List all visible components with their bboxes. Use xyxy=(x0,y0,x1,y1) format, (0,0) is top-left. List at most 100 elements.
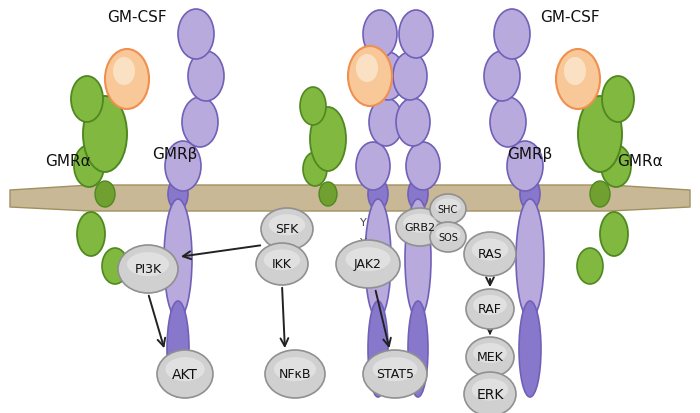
Ellipse shape xyxy=(336,240,400,288)
Ellipse shape xyxy=(577,248,603,284)
Ellipse shape xyxy=(95,182,115,207)
Ellipse shape xyxy=(464,233,516,276)
Ellipse shape xyxy=(319,183,337,206)
Ellipse shape xyxy=(590,182,610,207)
Text: Y: Y xyxy=(360,218,366,228)
Text: RAF: RAF xyxy=(478,303,502,316)
Ellipse shape xyxy=(356,55,378,83)
Ellipse shape xyxy=(310,108,346,171)
Ellipse shape xyxy=(165,142,201,192)
Ellipse shape xyxy=(490,98,526,147)
Text: RAS: RAS xyxy=(477,248,503,261)
Text: GRB2: GRB2 xyxy=(405,223,435,233)
Ellipse shape xyxy=(77,212,105,256)
Text: GM-CSF: GM-CSF xyxy=(540,10,600,26)
Ellipse shape xyxy=(300,88,326,126)
Text: GMRβ: GMRβ xyxy=(508,147,553,162)
Ellipse shape xyxy=(188,52,224,102)
Ellipse shape xyxy=(274,357,316,381)
Ellipse shape xyxy=(157,350,213,398)
Ellipse shape xyxy=(484,52,520,102)
Text: SHC: SHC xyxy=(438,204,458,214)
Ellipse shape xyxy=(74,146,104,188)
Ellipse shape xyxy=(167,301,189,397)
Ellipse shape xyxy=(520,178,540,211)
Text: ERK: ERK xyxy=(476,387,504,401)
Ellipse shape xyxy=(346,248,391,271)
Ellipse shape xyxy=(578,97,622,173)
Text: JAK2: JAK2 xyxy=(354,258,382,271)
Ellipse shape xyxy=(473,343,507,363)
Ellipse shape xyxy=(464,372,516,413)
Ellipse shape xyxy=(178,10,214,60)
Ellipse shape xyxy=(265,350,325,398)
Ellipse shape xyxy=(408,301,428,397)
Ellipse shape xyxy=(356,142,390,190)
Ellipse shape xyxy=(348,47,392,107)
Ellipse shape xyxy=(430,223,466,252)
Text: AKT: AKT xyxy=(172,367,198,381)
Ellipse shape xyxy=(127,253,169,277)
Ellipse shape xyxy=(472,239,508,261)
Text: GMRα: GMRα xyxy=(617,154,663,169)
Ellipse shape xyxy=(516,199,544,319)
Ellipse shape xyxy=(371,53,405,101)
Ellipse shape xyxy=(602,77,634,123)
Ellipse shape xyxy=(368,178,388,211)
Ellipse shape xyxy=(372,357,417,381)
Ellipse shape xyxy=(396,209,444,247)
Text: STAT5: STAT5 xyxy=(376,368,414,380)
Ellipse shape xyxy=(466,289,514,329)
Ellipse shape xyxy=(472,379,508,401)
Ellipse shape xyxy=(264,250,300,271)
Ellipse shape xyxy=(601,146,631,188)
Ellipse shape xyxy=(403,214,437,233)
Ellipse shape xyxy=(83,97,127,173)
Ellipse shape xyxy=(408,178,428,211)
Ellipse shape xyxy=(363,11,397,59)
Ellipse shape xyxy=(405,199,431,319)
Ellipse shape xyxy=(406,142,440,190)
Text: IKK: IKK xyxy=(272,258,292,271)
Text: SOS: SOS xyxy=(438,233,458,242)
Ellipse shape xyxy=(303,153,327,187)
Ellipse shape xyxy=(393,53,427,101)
Ellipse shape xyxy=(435,227,461,242)
Text: PI3K: PI3K xyxy=(134,263,162,276)
Text: GMRα: GMRα xyxy=(45,154,91,169)
Ellipse shape xyxy=(368,301,388,397)
Ellipse shape xyxy=(494,10,530,60)
Ellipse shape xyxy=(473,295,507,315)
Ellipse shape xyxy=(564,58,586,86)
Ellipse shape xyxy=(600,212,628,256)
Ellipse shape xyxy=(399,11,433,59)
Ellipse shape xyxy=(369,99,403,147)
Ellipse shape xyxy=(269,215,305,236)
Ellipse shape xyxy=(105,50,149,110)
Text: NFκB: NFκB xyxy=(279,368,312,380)
Polygon shape xyxy=(10,185,690,211)
Ellipse shape xyxy=(435,199,461,214)
Ellipse shape xyxy=(256,243,308,285)
Ellipse shape xyxy=(365,199,391,319)
Ellipse shape xyxy=(396,99,430,147)
Ellipse shape xyxy=(168,178,188,211)
Ellipse shape xyxy=(102,248,128,284)
Ellipse shape xyxy=(182,98,218,147)
Text: Y: Y xyxy=(360,237,366,247)
Ellipse shape xyxy=(466,337,514,377)
Ellipse shape xyxy=(113,58,135,86)
Ellipse shape xyxy=(363,350,427,398)
Ellipse shape xyxy=(507,142,543,192)
Ellipse shape xyxy=(430,195,466,224)
Text: GMRβ: GMRβ xyxy=(153,147,197,162)
Ellipse shape xyxy=(519,301,541,397)
Ellipse shape xyxy=(556,50,600,110)
Text: SFK: SFK xyxy=(275,223,299,236)
Ellipse shape xyxy=(165,357,204,381)
Ellipse shape xyxy=(164,199,192,319)
Text: GM-CSF: GM-CSF xyxy=(107,10,167,26)
Text: MEK: MEK xyxy=(477,351,503,363)
Ellipse shape xyxy=(71,77,103,123)
Ellipse shape xyxy=(118,245,178,293)
